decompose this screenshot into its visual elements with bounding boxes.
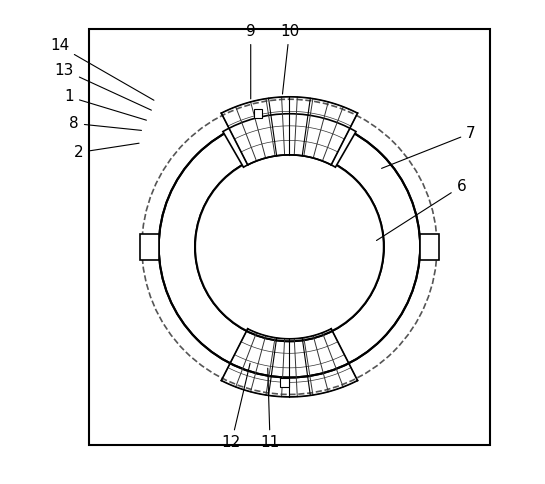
Text: 10: 10 <box>280 24 299 94</box>
Bar <box>253 109 262 118</box>
Wedge shape <box>223 114 356 167</box>
Text: 6: 6 <box>377 179 466 241</box>
Circle shape <box>159 116 420 378</box>
Bar <box>89 29 490 445</box>
Text: 13: 13 <box>54 63 152 110</box>
Bar <box>141 234 159 260</box>
Text: 7: 7 <box>382 126 476 168</box>
Text: 11: 11 <box>261 368 280 450</box>
Circle shape <box>195 152 384 341</box>
Text: 2: 2 <box>74 143 139 160</box>
Text: 1: 1 <box>64 90 147 120</box>
Text: 12: 12 <box>222 363 250 450</box>
Text: 9: 9 <box>246 24 256 99</box>
Bar <box>420 234 439 260</box>
Text: 14: 14 <box>50 39 154 100</box>
Text: 8: 8 <box>69 116 142 131</box>
Bar <box>280 378 289 387</box>
